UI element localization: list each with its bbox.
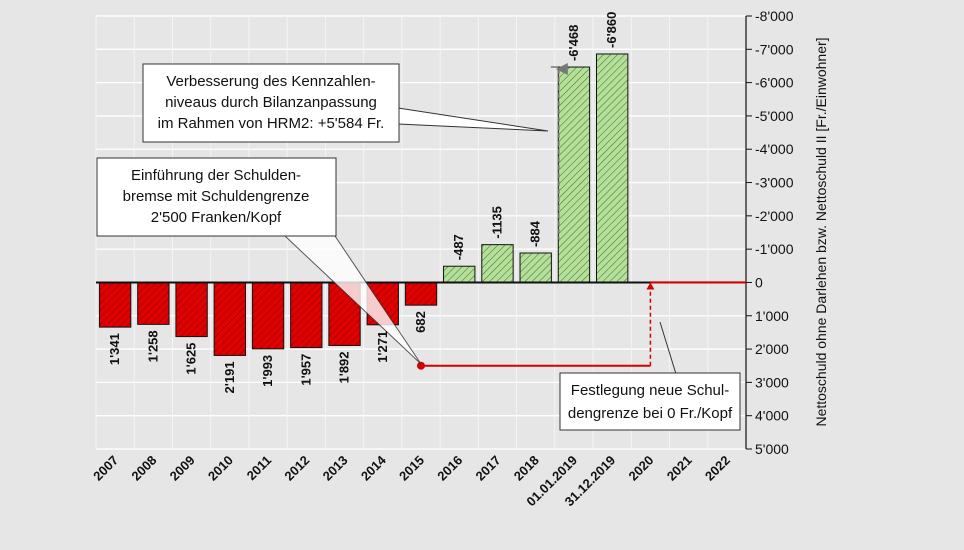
x-tick-label: 2020	[625, 453, 656, 484]
bar-2008	[137, 281, 170, 325]
data-labels: 1'341 1'258 1'625 2'191 1'993 1'957 1'892 1'271…	[107, 12, 619, 394]
x-tick-label: 2014	[358, 452, 390, 484]
data-label-31.12.2019: -6'860	[604, 12, 619, 48]
annotation-schuldenbremse: Einführung der Schulden- bremse mit Schu…	[96, 157, 422, 365]
y-tick-label: 0	[755, 274, 763, 290]
y-tick-label: -1'000	[755, 241, 794, 257]
x-tick-label: 2017	[473, 453, 504, 484]
bar-2018	[519, 252, 552, 283]
data-label-2008: 1'258	[145, 330, 160, 362]
data-label-2007: 1'341	[107, 333, 122, 365]
annotation-hrm2-line-1: Verbesserung des Kennzahlen-	[166, 73, 375, 90]
y-axis-label: Nettoschuld ohne Darlehen bzw. Nettoschu…	[813, 37, 829, 426]
bar-2007	[98, 281, 132, 328]
annotation-schuldenbremse-line-2: bremse mit Schuldengrenze	[123, 188, 310, 205]
y-tick-label: 1'000	[755, 308, 789, 324]
data-label-2016: -487	[451, 234, 466, 260]
x-tick-label: 2018	[511, 453, 542, 484]
y-tick-label: 4'000	[755, 408, 789, 424]
data-label-2009: 1'625	[184, 343, 199, 375]
data-label-2017: -1135	[489, 206, 504, 239]
x-tick-label: 2007	[90, 453, 121, 484]
bar-2011	[251, 281, 285, 350]
x-tick-label: 2021	[664, 453, 695, 484]
annotation-schuldenbremse-line-3: 2'500 Franken/Kopf	[151, 209, 282, 226]
bar-2009	[175, 281, 208, 338]
y-tick-label: -4'000	[755, 141, 794, 157]
bar-2012	[290, 281, 323, 349]
annotation-schuldenbremse-box	[96, 157, 337, 237]
debt-limit-arrowhead	[646, 282, 655, 290]
annotation-schuldenbremse-line-1: Einführung der Schulden-	[131, 167, 301, 184]
x-tick-label: 2010	[205, 453, 236, 484]
annotation-neue-grenze-line-1: Festlegung neue Schul-	[571, 382, 729, 399]
y-tick-label: -5'000	[755, 108, 794, 124]
x-tick-label: 2013	[320, 453, 351, 484]
annotation-hrm2-box	[142, 63, 400, 143]
y-tick-label: 2'000	[755, 341, 789, 357]
bar-2015	[404, 281, 438, 306]
bar-2010	[213, 281, 247, 356]
data-label-2015: 682	[413, 311, 428, 333]
bar-31.12.2019	[596, 53, 629, 283]
annotation-neue-grenze-line-2: dengrenze bei 0 Fr./Kopf	[568, 405, 733, 422]
data-label-2012: 1'957	[298, 354, 313, 386]
data-label-2011: 1'993	[260, 355, 275, 387]
bar-2016	[443, 265, 476, 283]
data-label-2018: -884	[528, 220, 543, 247]
data-label-2014: 1'271	[375, 331, 390, 363]
data-label-2013: 1'892	[337, 351, 352, 383]
annotation-neue-grenze-leader	[659, 321, 677, 375]
bar-2017	[481, 244, 514, 283]
x-tick-label: 2008	[128, 453, 159, 484]
data-label-2010: 2'191	[222, 361, 237, 393]
x-tick-label: 2009	[167, 453, 198, 484]
data-label-01.01.2019: -6'468	[566, 25, 581, 61]
x-tick-label: 2015	[396, 453, 427, 484]
debt-limit-line	[417, 281, 746, 370]
y-tick-label: -2'000	[755, 208, 794, 224]
x-tick-label: 2012	[281, 453, 312, 484]
y-tick-label: -7'000	[755, 41, 794, 57]
y-tick-label: -3'000	[755, 175, 794, 191]
y-tick-label: -6'000	[755, 75, 794, 91]
annotation-neue-grenze-box	[559, 372, 741, 431]
y-tick-label: 3'000	[755, 374, 789, 390]
x-tick-label: 2016	[434, 453, 465, 484]
x-tick-label: 2011	[244, 453, 275, 484]
annotation-hrm2: Verbesserung des Kennzahlen- niveaus dur…	[142, 63, 549, 143]
bar-01.01.2019	[557, 66, 591, 283]
y-tick-label: -8'000	[755, 8, 794, 24]
annotation-neue-grenze: Festlegung neue Schul- dengrenze bei 0 F…	[559, 321, 741, 431]
x-tick-label: 2022	[702, 453, 733, 484]
annotation-hrm2-line-2: niveaus durch Bilanzanpassung	[165, 94, 377, 111]
annotation-hrm2-callout	[397, 107, 549, 132]
y-tick-label: 5'000	[755, 441, 789, 457]
annotation-hrm2-line-3: im Rahmen von HRM2: +5'584 Fr.	[158, 115, 385, 132]
